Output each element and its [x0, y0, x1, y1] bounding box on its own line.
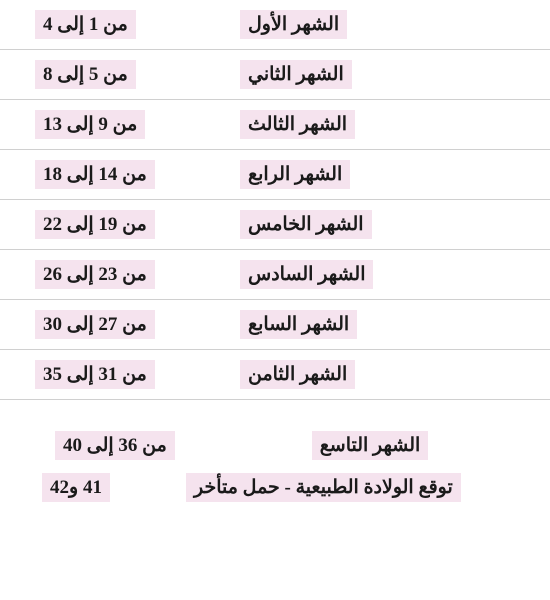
month-cell: الشهر السابع	[220, 310, 550, 339]
month-cell: الشهر الثالث	[220, 110, 550, 139]
pregnancy-months-table: الشهر الأول من 1 إلى 4 الشهر الثاني من 5…	[0, 0, 550, 510]
weeks-label: من 5 إلى 8	[35, 60, 136, 89]
month-cell: توقع الولادة الطبيعية - حمل متأخر	[176, 473, 550, 502]
weeks-cell: من 36 إلى 40	[0, 431, 220, 460]
month-label: الشهر الخامس	[240, 210, 372, 239]
table-row: الشهر الأول من 1 إلى 4	[0, 0, 550, 50]
table-row: الشهر الثاني من 5 إلى 8	[0, 50, 550, 100]
month-label: الشهر الأول	[240, 10, 347, 39]
weeks-cell: من 1 إلى 4	[0, 10, 220, 39]
month-cell: الشهر التاسع	[220, 431, 550, 460]
table-row-special: توقع الولادة الطبيعية - حمل متأخر 41 و42	[0, 455, 550, 510]
month-cell: الشهر الثامن	[220, 360, 550, 389]
weeks-cell: من 5 إلى 8	[0, 60, 220, 89]
weeks-label: من 27 إلى 30	[35, 310, 155, 339]
month-label: الشهر الرابع	[240, 160, 350, 189]
month-cell: الشهر السادس	[220, 260, 550, 289]
table-row: الشهر الثامن من 31 إلى 35	[0, 350, 550, 400]
table-row: الشهر السابع من 27 إلى 30	[0, 300, 550, 350]
month-label: توقع الولادة الطبيعية - حمل متأخر	[186, 473, 461, 502]
weeks-label: 41 و42	[42, 473, 110, 502]
table-row: الشهر الرابع من 14 إلى 18	[0, 150, 550, 200]
weeks-label: من 9 إلى 13	[35, 110, 145, 139]
month-cell: الشهر الرابع	[220, 160, 550, 189]
weeks-label: من 19 إلى 22	[35, 210, 155, 239]
weeks-label: من 31 إلى 35	[35, 360, 155, 389]
month-label: الشهر الثالث	[240, 110, 355, 139]
weeks-cell: من 9 إلى 13	[0, 110, 220, 139]
table-row: الشهر السادس من 23 إلى 26	[0, 250, 550, 300]
month-cell: الشهر الخامس	[220, 210, 550, 239]
month-cell: الشهر الأول	[220, 10, 550, 39]
month-label: الشهر الثاني	[240, 60, 352, 89]
weeks-label: من 14 إلى 18	[35, 160, 155, 189]
weeks-cell: من 14 إلى 18	[0, 160, 220, 189]
month-label: الشهر السادس	[240, 260, 373, 289]
table-row: الشهر الثالث من 9 إلى 13	[0, 100, 550, 150]
month-label: الشهر التاسع	[312, 431, 429, 460]
month-label: الشهر السابع	[240, 310, 357, 339]
weeks-cell: من 19 إلى 22	[0, 210, 220, 239]
weeks-cell: 41 و42	[0, 473, 176, 502]
table-row-special: الشهر التاسع من 36 إلى 40	[0, 400, 550, 455]
weeks-cell: من 23 إلى 26	[0, 260, 220, 289]
month-cell: الشهر الثاني	[220, 60, 550, 89]
weeks-cell: من 31 إلى 35	[0, 360, 220, 389]
month-label: الشهر الثامن	[240, 360, 355, 389]
weeks-label: من 36 إلى 40	[55, 431, 175, 460]
weeks-label: من 1 إلى 4	[35, 10, 136, 39]
weeks-cell: من 27 إلى 30	[0, 310, 220, 339]
table-row: الشهر الخامس من 19 إلى 22	[0, 200, 550, 250]
weeks-label: من 23 إلى 26	[35, 260, 155, 289]
